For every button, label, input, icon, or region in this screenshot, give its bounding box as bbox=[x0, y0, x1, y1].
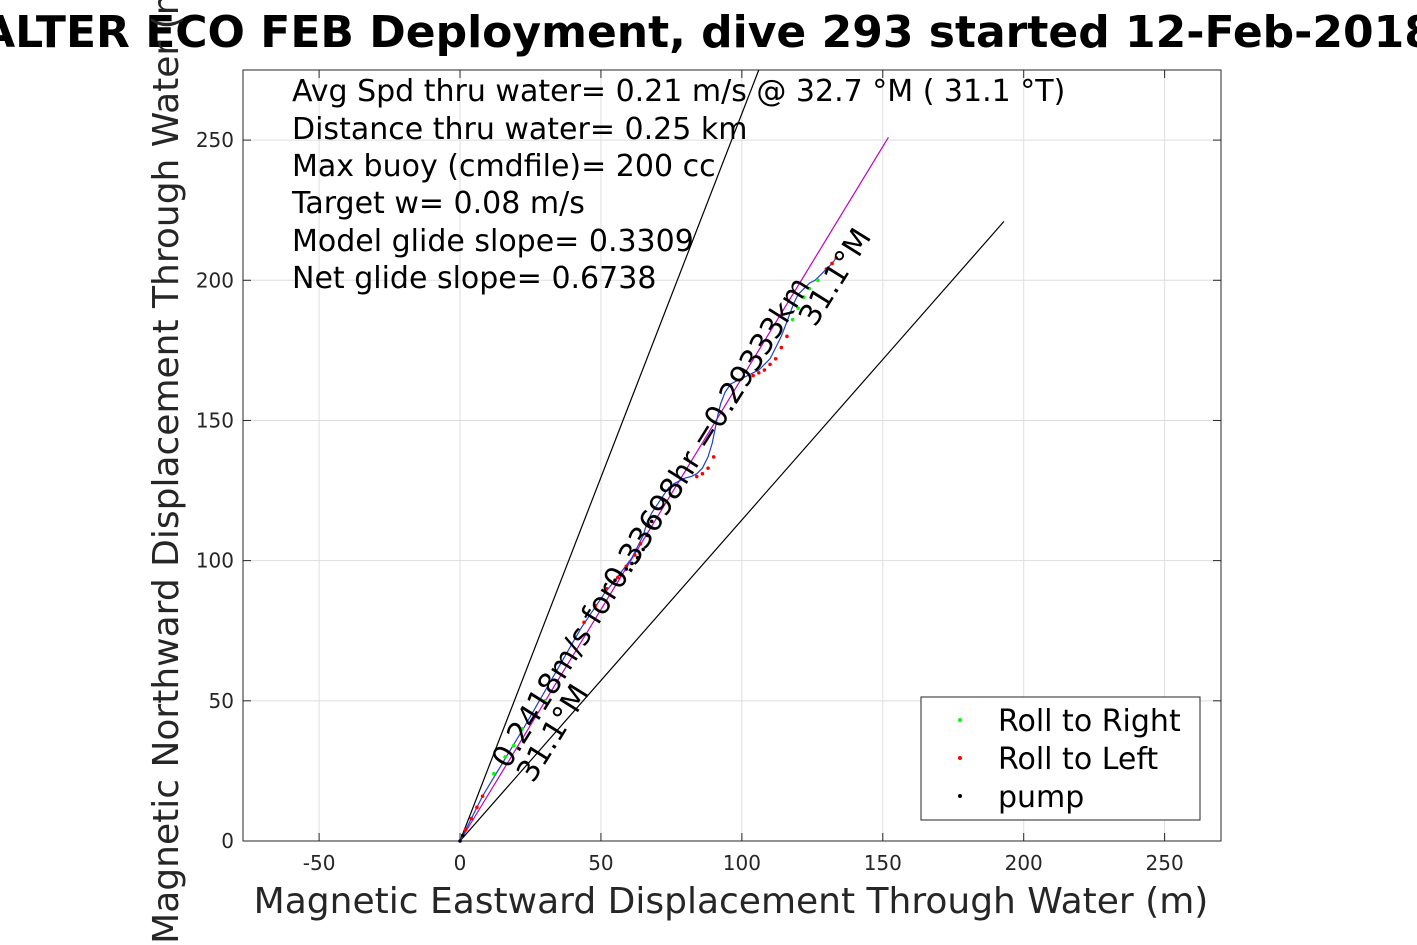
x-tick-label: 50 bbox=[588, 851, 613, 875]
point-roll-to-left bbox=[785, 334, 789, 339]
legend-marker-pump bbox=[958, 794, 962, 798]
stats-text-block: Avg Spd thru water= 0.21 m/s @ 32.7 °M (… bbox=[291, 74, 1065, 296]
point-roll-to-right bbox=[816, 278, 820, 283]
point-roll-to-right bbox=[802, 295, 806, 299]
legend-label-pump: pump bbox=[998, 780, 1084, 815]
point-roll-to-left bbox=[593, 603, 598, 608]
point-roll-to-left bbox=[706, 466, 710, 470]
legend-label-roll-right: Roll to Right bbox=[998, 704, 1181, 739]
point-roll-to-right bbox=[796, 306, 801, 311]
heading-line-line bbox=[459, 136, 889, 842]
point-pump bbox=[618, 572, 623, 577]
point-roll-to-left bbox=[779, 345, 784, 350]
point-roll-to-right bbox=[807, 286, 812, 291]
point-roll-to-left bbox=[824, 267, 829, 271]
y-tick-label: 150 bbox=[196, 408, 234, 432]
x-axis-label: Magnetic Eastward Displacement Through W… bbox=[254, 881, 1209, 922]
legend: Roll to Right Roll to Left pump bbox=[920, 696, 1201, 821]
point-roll-to-right bbox=[790, 317, 795, 322]
point-roll-to-left bbox=[638, 542, 643, 546]
stat-target-w: Target w= 0.08 m/s bbox=[291, 186, 585, 221]
point-roll-to-left bbox=[700, 471, 705, 476]
x-tick-label: 150 bbox=[864, 851, 902, 875]
point-roll-to-left bbox=[632, 553, 637, 557]
heading-label-end: 31.1°M bbox=[792, 222, 879, 332]
x-tick-label: 0 bbox=[454, 851, 467, 875]
point-roll-to-left bbox=[480, 794, 485, 798]
point-roll-to-left bbox=[773, 356, 778, 361]
point-pump bbox=[461, 833, 465, 838]
reference-lines bbox=[459, 69, 1005, 842]
track bbox=[459, 257, 837, 842]
chart-title: ALTER ECO FEB Deployment, dive 293 start… bbox=[0, 7, 1417, 58]
legend-box bbox=[920, 696, 1201, 821]
point-roll-to-right bbox=[492, 771, 496, 776]
stat-distance: Distance thru water= 0.25 km bbox=[292, 112, 747, 147]
y-tick-label: 0 bbox=[221, 829, 234, 853]
plot-frame bbox=[242, 69, 1222, 842]
point-pump bbox=[649, 519, 654, 524]
point-roll-to-left bbox=[469, 816, 474, 821]
track-line bbox=[459, 257, 837, 842]
plot-area: -50 0 50 100 150 200 250 0 50 100 150 200 250 bbox=[196, 69, 1222, 875]
point-pump bbox=[641, 547, 646, 552]
cone-right-line bbox=[459, 221, 1005, 842]
point-roll-to-right bbox=[511, 743, 516, 748]
legend-marker-roll-right bbox=[958, 718, 962, 722]
y-tick-label: 100 bbox=[196, 549, 234, 573]
x-tick-label: 250 bbox=[1146, 851, 1184, 875]
point-pump bbox=[645, 533, 650, 538]
stat-avg-speed: Avg Spd thru water= 0.21 m/s @ 32.7 °M (… bbox=[292, 74, 1065, 109]
legend-label-roll-left: Roll to Left bbox=[998, 742, 1158, 777]
data-points bbox=[458, 256, 839, 843]
point-roll-to-left bbox=[711, 455, 716, 459]
point-roll-to-right bbox=[542, 699, 547, 703]
stat-model-glide: Model glide slope= 0.3309 bbox=[292, 224, 694, 259]
x-tick-label: 100 bbox=[723, 851, 761, 875]
point-pump bbox=[624, 567, 629, 571]
point-pump bbox=[630, 561, 634, 566]
point-pump bbox=[635, 556, 640, 560]
point-pump bbox=[458, 839, 462, 843]
point-pump bbox=[613, 578, 617, 583]
point-roll-to-left bbox=[756, 370, 761, 375]
point-roll-to-left bbox=[624, 564, 629, 569]
point-roll-to-left bbox=[834, 256, 839, 260]
x-tick-label: -50 bbox=[303, 851, 336, 875]
point-roll-to-left bbox=[582, 620, 586, 625]
point-roll-to-left bbox=[463, 827, 468, 832]
cone-left-line bbox=[459, 69, 760, 842]
point-roll-to-right bbox=[520, 727, 524, 731]
point-roll-to-right bbox=[503, 755, 507, 759]
point-roll-to-left bbox=[604, 586, 609, 591]
y-axis-label: Magnetic Northward Displacement Through … bbox=[146, 0, 187, 944]
x-tick-label: 200 bbox=[1005, 851, 1043, 875]
x-ticks: -50 0 50 100 150 200 250 bbox=[303, 70, 1184, 875]
y-ticks: 0 50 100 150 200 250 bbox=[196, 128, 1221, 853]
point-roll-to-left bbox=[768, 362, 772, 367]
point-roll-to-left bbox=[830, 261, 834, 266]
stat-max-buoy: Max buoy (cmdfile)= 200 cc bbox=[292, 149, 716, 184]
point-roll-to-left bbox=[762, 368, 767, 372]
point-roll-to-left bbox=[475, 805, 479, 810]
stat-net-glide: Net glide slope= 0.6738 bbox=[292, 261, 656, 296]
point-roll-to-left bbox=[694, 474, 699, 479]
y-tick-label: 50 bbox=[209, 689, 234, 713]
point-roll-to-left bbox=[616, 575, 620, 580]
y-tick-label: 250 bbox=[196, 128, 234, 152]
point-roll-to-left bbox=[751, 373, 755, 378]
legend-marker-roll-left bbox=[958, 756, 962, 760]
y-tick-label: 200 bbox=[196, 268, 234, 292]
